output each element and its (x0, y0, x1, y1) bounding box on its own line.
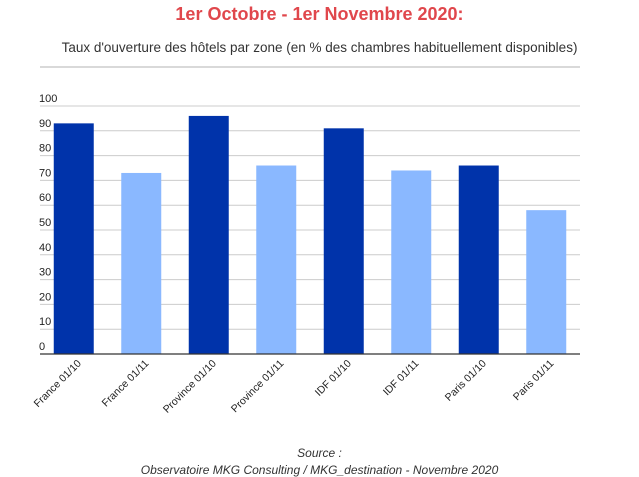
x-tick-label: IDF 01/11 (381, 358, 422, 399)
bar (121, 172, 162, 354)
y-tick-label: 10 (39, 316, 51, 328)
x-tick-label: IDF 01/10 (313, 358, 354, 399)
x-tick-label: Province 01/10 (161, 358, 219, 416)
y-tick-label: 30 (39, 267, 51, 279)
x-tick-label: Paris 01/11 (511, 358, 557, 404)
bar (526, 210, 567, 354)
y-tick-label: 50 (39, 217, 51, 229)
y-tick-label: 70 (39, 167, 51, 179)
y-tick-label: 40 (39, 242, 51, 254)
bar-chart: 0 10 20 30 40 50 60 70 80 90 100 France 01/10 France… (32, 93, 580, 416)
bar (323, 128, 364, 354)
y-tick-label: 20 (39, 291, 51, 303)
bar (458, 165, 499, 354)
bar (53, 123, 94, 354)
x-tick-label: Province 01/11 (229, 358, 287, 416)
y-tick-label: 60 (39, 192, 51, 204)
y-tick-label: 0 (39, 341, 45, 353)
y-tick-label: 80 (39, 143, 51, 155)
y-tick-label: 100 (39, 93, 57, 105)
bar (188, 115, 229, 354)
bar (256, 165, 297, 354)
bar (391, 170, 432, 354)
x-tick-label: France 01/10 (32, 358, 84, 410)
x-tick-label: France 01/11 (100, 358, 152, 410)
header-divider (40, 66, 580, 68)
chart-subtitle: Taux d'ouverture des hôtels par zone (en… (61, 40, 578, 55)
y-tick-label: 90 (39, 118, 51, 130)
source-text: Observatoire MKG Consulting / MKG_destin… (140, 463, 499, 477)
source-label: Source : (297, 446, 342, 460)
x-tick-label: Paris 01/10 (443, 358, 489, 404)
chart-title: 1er Octobre - 1er Novembre 2020: (175, 4, 464, 24)
